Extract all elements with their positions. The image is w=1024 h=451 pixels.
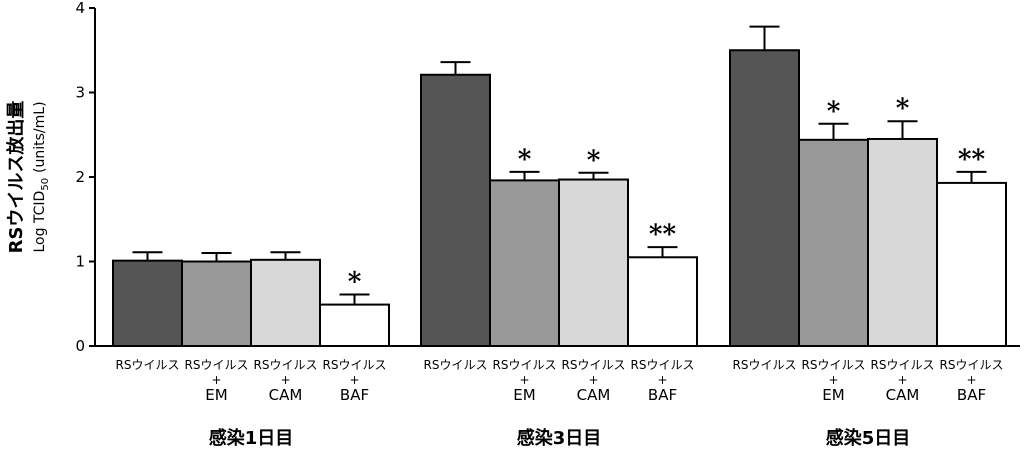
category-label-line1: RSウイルス <box>631 358 695 372</box>
significance-marker: * <box>827 97 841 127</box>
category-label-line3: EM <box>513 386 535 404</box>
significance-marker: * <box>518 145 532 175</box>
y-tick-label: 2 <box>75 168 85 186</box>
bar <box>181 260 252 347</box>
category-label-line3: BAF <box>648 386 677 404</box>
category-label-line1: RSウイルス <box>733 358 797 372</box>
category-label-line1: RSウイルス <box>802 358 866 372</box>
bar <box>319 303 390 347</box>
bar <box>867 137 938 347</box>
category-label-plus: + <box>211 373 221 387</box>
category-label-line3: EM <box>822 386 844 404</box>
category-label-line3: CAM <box>269 386 303 404</box>
bar <box>627 256 698 347</box>
bar <box>112 259 183 347</box>
category-label-plus: + <box>519 373 529 387</box>
group-label: 感染1日目 <box>209 427 294 449</box>
significance-marker: ** <box>649 220 677 250</box>
significance-marker: * <box>587 146 601 176</box>
category-label-line1: RSウイルス <box>116 358 180 372</box>
y-axis-unit-suffix: (units/mL) <box>32 101 48 173</box>
category-label-line3: CAM <box>577 386 611 404</box>
category-label-line1: RSウイルス <box>940 358 1004 372</box>
y-axis-title: RSウイルス放出量 Log TCID50 (units/mL) <box>5 101 51 254</box>
significance-marker: * <box>896 94 910 124</box>
y-tick-label: 0 <box>75 337 85 355</box>
category-label-line3: EM <box>205 386 227 404</box>
y-axis-unit-label: Log TCID50 (units/mL) <box>32 101 51 252</box>
category-label-line1: RSウイルス <box>562 358 626 372</box>
category-label-line1: RSウイルス <box>871 358 935 372</box>
category-label-line1: RSウイルス <box>493 358 557 372</box>
y-axis-unit-prefix: Log TCID <box>32 191 48 253</box>
category-label-line1: RSウイルス <box>424 358 488 372</box>
category-label-line1: RSウイルス <box>185 358 249 372</box>
bar <box>250 258 321 347</box>
y-tick-label: 4 <box>75 0 85 17</box>
bar <box>489 179 560 347</box>
category-labels: RSウイルス RSウイルス+EMRSウイルス+CAMRSウイルス+BAF感染1日目… <box>116 358 1004 449</box>
bar <box>798 138 869 347</box>
category-label-line1: RSウイルス <box>254 358 318 372</box>
y-tick-label: 1 <box>75 253 85 271</box>
bar <box>558 178 629 347</box>
y-axis-unit-subscript: 50 <box>40 178 51 191</box>
bar <box>729 49 800 347</box>
category-label-plus: + <box>897 373 907 387</box>
group-label: 感染5日目 <box>826 427 911 449</box>
bar <box>936 181 1007 347</box>
category-label-line1: RSウイルス <box>323 358 387 372</box>
significance-marker: * <box>348 267 362 297</box>
group-label: 感染3日目 <box>517 427 602 449</box>
category-label-line3: CAM <box>886 386 920 404</box>
category-label-line3: BAF <box>957 386 986 404</box>
bar <box>420 73 491 347</box>
category-label-line3: BAF <box>340 386 369 404</box>
category-label-plus: + <box>657 373 667 387</box>
category-label-plus: + <box>828 373 838 387</box>
category-label-plus: + <box>349 373 359 387</box>
category-label-plus: + <box>966 373 976 387</box>
y-tick-label: 3 <box>75 84 85 102</box>
category-label-plus: + <box>280 373 290 387</box>
significance-marker: ** <box>958 145 986 175</box>
y-axis-label: RSウイルス放出量 <box>5 101 27 254</box>
category-label-plus: + <box>588 373 598 387</box>
bars: ** **** *** <box>112 25 1007 347</box>
